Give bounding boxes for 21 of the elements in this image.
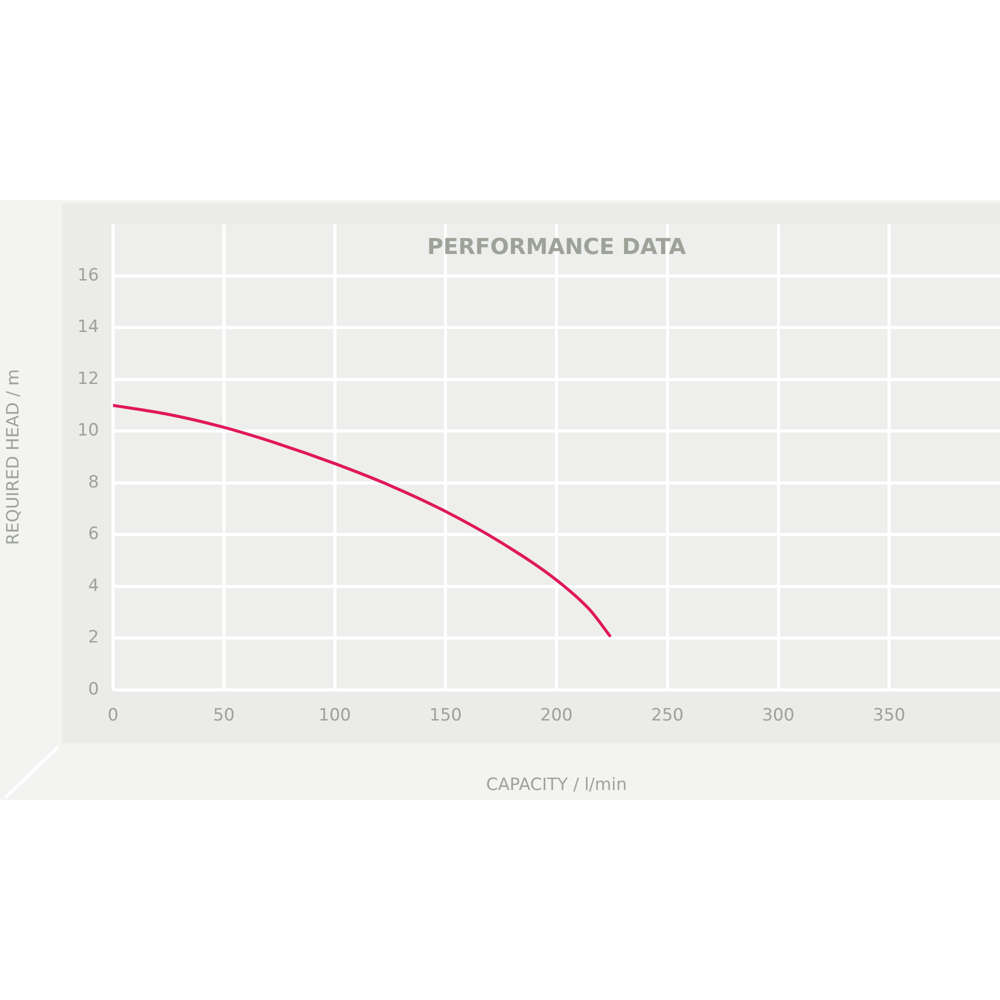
x-tick-label: 0 (108, 706, 118, 726)
x-tick-label: 300 (762, 706, 794, 726)
x-tick-label: 150 (429, 706, 462, 726)
x-tick-label: 350 (872, 706, 906, 726)
y-tick-label: 4 (88, 576, 99, 596)
y-tick-label: 14 (77, 317, 99, 338)
y-tick-label: 6 (88, 524, 99, 544)
y-tick-label: 10 (77, 420, 99, 441)
y-tick-label: 8 (88, 472, 99, 492)
x-tick-label: 250 (651, 706, 684, 726)
y-tick-label: 0 (88, 679, 99, 700)
y-tick-label: 16 (77, 265, 99, 286)
line-series (113, 404, 612, 638)
x-tick-label: 100 (318, 706, 351, 726)
y-axis-title: REQUIRED HEAD / m (4, 369, 24, 545)
x-axis-title: CAPACITY / l/min (486, 775, 627, 796)
text: PERFORMANCE DATA (427, 234, 686, 260)
x-tick-label: 200 (540, 706, 573, 726)
x-tick-label: 50 (213, 706, 235, 726)
y-tick-label: 2 (88, 628, 99, 648)
y-tick-label: 12 (77, 368, 99, 389)
